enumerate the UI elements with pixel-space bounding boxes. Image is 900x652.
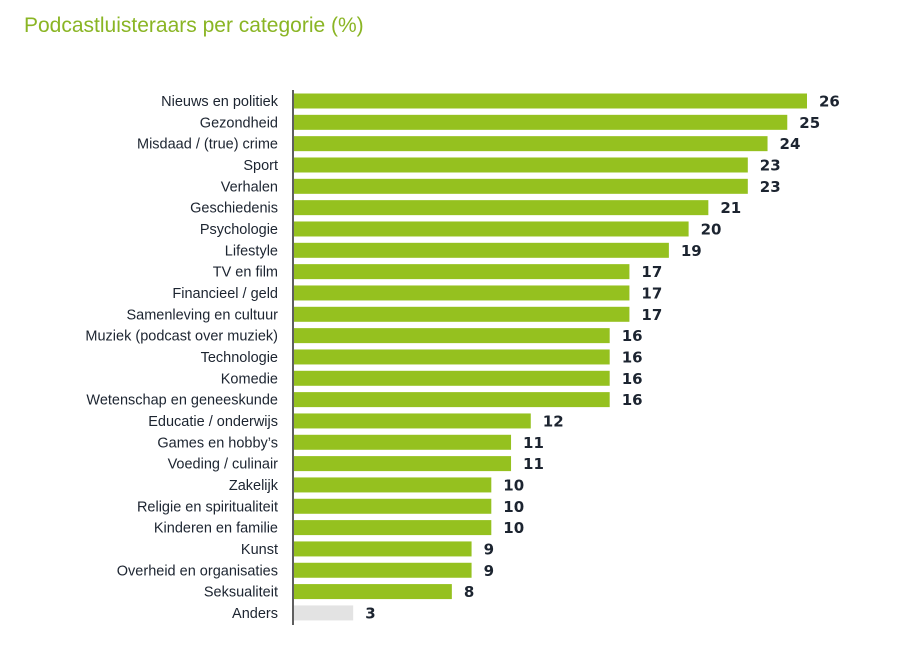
category-label: Psychologie [200, 222, 278, 238]
bar [294, 285, 630, 301]
category-label: Technologie [201, 350, 278, 366]
bar [294, 349, 610, 365]
data-label: 20 [701, 220, 722, 238]
bar [294, 605, 354, 621]
bar [294, 477, 492, 493]
bar [294, 221, 689, 237]
bar [294, 520, 492, 536]
category-label: Muziek (podcast over muziek) [85, 329, 278, 345]
category-label: Samenleving en cultuur [126, 307, 278, 323]
data-label: 10 [503, 498, 524, 516]
category-label: Verhalen [221, 179, 278, 195]
data-label: 16 [622, 391, 643, 409]
category-label: Games en hobby’s [157, 435, 278, 451]
data-label: 16 [622, 370, 643, 388]
category-label: Misdaad / (true) crime [137, 137, 278, 153]
bar [294, 413, 531, 429]
category-label: Anders [232, 606, 278, 622]
category-label: Nieuws en politiek [161, 94, 279, 110]
category-label: Seksualiteit [204, 585, 278, 601]
data-label: 10 [503, 476, 524, 494]
data-label: 17 [641, 306, 662, 324]
data-label: 21 [720, 199, 741, 217]
bar [294, 456, 512, 472]
category-label: Lifestyle [225, 243, 278, 259]
bar [294, 434, 512, 450]
category-label: Voeding / culinair [168, 457, 279, 473]
bar [294, 93, 807, 109]
data-label: 23 [760, 178, 781, 196]
category-label: Sport [243, 158, 278, 174]
category-label: Wetenschap en geneeskunde [86, 393, 278, 409]
bar [294, 392, 610, 408]
category-label: Geschiedenis [190, 201, 278, 217]
category-label: Komedie [221, 371, 278, 387]
chart-title: Podcastluisteraars per categorie (%) [24, 14, 364, 37]
category-label: Overheid en organisaties [117, 563, 278, 579]
data-label: 23 [760, 156, 781, 174]
category-label: Zakelijk [229, 478, 279, 494]
data-label: 17 [641, 284, 662, 302]
data-label: 17 [641, 263, 662, 281]
category-label: Kunst [241, 542, 278, 558]
bar [294, 114, 788, 130]
bar [294, 242, 669, 258]
bar [294, 264, 630, 280]
bar [294, 136, 768, 152]
data-label: 8 [464, 583, 474, 601]
data-label: 26 [819, 93, 840, 111]
data-label: 12 [543, 412, 564, 430]
data-label: 3 [365, 604, 375, 622]
data-label: 9 [484, 562, 494, 580]
bar [294, 541, 472, 557]
bar [294, 562, 472, 578]
bar [294, 178, 748, 194]
data-label: 25 [799, 114, 820, 132]
bar [294, 498, 492, 514]
bar [294, 306, 630, 322]
category-label: TV en film [213, 265, 278, 281]
category-label: Gezondheid [200, 115, 278, 131]
data-label: 9 [484, 540, 494, 558]
bar [294, 157, 748, 173]
data-label: 10 [503, 519, 524, 537]
bar [294, 200, 709, 216]
data-label: 11 [523, 455, 544, 473]
bar [294, 584, 452, 600]
bar [294, 328, 610, 344]
category-label: Educatie / onderwijs [148, 414, 278, 430]
category-label: Financieel / geld [172, 286, 278, 302]
category-label: Kinderen en familie [154, 521, 278, 537]
data-label: 24 [780, 135, 801, 153]
bar [294, 370, 610, 386]
data-label: 11 [523, 434, 544, 452]
data-label: 19 [681, 242, 702, 260]
category-label: Religie en spiritualiteit [137, 499, 278, 515]
data-label: 16 [622, 348, 643, 366]
data-label: 16 [622, 327, 643, 345]
